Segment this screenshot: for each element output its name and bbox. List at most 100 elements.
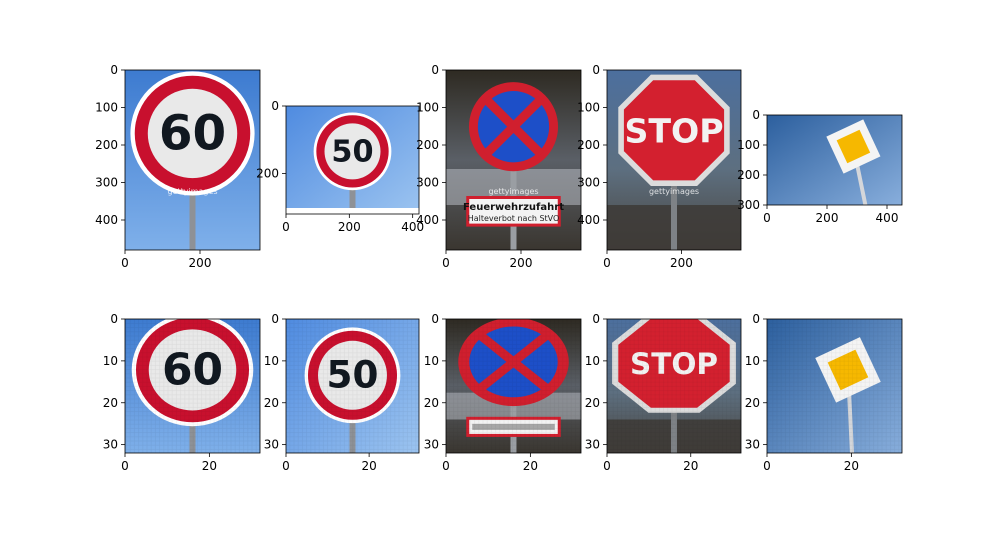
x-tick-label: 200 xyxy=(816,211,839,225)
y-tick-label: 0 xyxy=(431,63,439,77)
plate-line-2: Halteverbot nach StVO xyxy=(468,214,560,223)
sign-pole xyxy=(510,126,517,250)
y-tick-label: 0 xyxy=(271,312,279,326)
y-tick-label: 10 xyxy=(745,354,760,368)
y-tick-label: 400 xyxy=(416,213,439,227)
y-tick-label: 30 xyxy=(424,438,439,452)
image-panel: 50 0 20 0 10 20 30 xyxy=(264,312,420,473)
image-content: 50 xyxy=(286,319,419,453)
y-tick-label: 200 xyxy=(577,138,600,152)
y-tick-label: 400 xyxy=(95,213,118,227)
y-tick-label: 20 xyxy=(264,396,279,410)
y-tick-label: 0 xyxy=(110,312,118,326)
y-tick-label: 0 xyxy=(752,312,760,326)
image-content: 60 xyxy=(125,319,260,453)
image-content xyxy=(767,319,902,453)
image-panel: 60 gettyimages 0 200 0 100 200 300 400 xyxy=(95,63,261,270)
y-tick-label: 10 xyxy=(103,354,118,368)
sign-face xyxy=(147,88,238,179)
y-tick-label: 30 xyxy=(264,438,279,452)
y-tick-label: 200 xyxy=(416,138,439,152)
x-tick-label: 0 xyxy=(603,459,611,473)
y-tick-label: 100 xyxy=(737,138,760,152)
y-tick-label: 10 xyxy=(424,354,439,368)
axes-frame xyxy=(606,69,742,251)
x-tick-label: 200 xyxy=(670,256,693,270)
y-tick-label: 400 xyxy=(577,213,600,227)
axes-frame xyxy=(445,318,582,454)
y-tick-label: 100 xyxy=(95,101,118,115)
x-tick-label: 0 xyxy=(282,220,290,234)
axes-frame xyxy=(124,69,261,251)
pixel-grid xyxy=(446,319,581,453)
image-content: STOP gettyimages xyxy=(607,70,741,250)
y-tick-label: 0 xyxy=(752,108,760,122)
watermark-text: gettyimages xyxy=(488,187,538,196)
x-tick-label: 0 xyxy=(121,256,129,270)
sign-number: 60 xyxy=(159,106,226,162)
image-content xyxy=(767,115,902,205)
y-tick-label: 300 xyxy=(577,176,600,190)
axes-frame xyxy=(766,114,903,206)
x-tick-label: 0 xyxy=(763,211,771,225)
y-tick-label: 20 xyxy=(745,396,760,410)
y-tick-label: 300 xyxy=(737,198,760,212)
x-tick-label: 0 xyxy=(763,459,771,473)
y-tick-label: 100 xyxy=(577,101,600,115)
sign-cross-b xyxy=(482,95,545,158)
pixel-grid xyxy=(286,319,419,453)
image-content: 60 gettyimages xyxy=(125,70,260,250)
y-tick-label: 30 xyxy=(585,438,600,452)
image-content: STOP xyxy=(607,319,741,453)
y-tick-label: 0 xyxy=(431,312,439,326)
sign-body xyxy=(826,119,881,174)
y-tick-label: 0 xyxy=(592,312,600,326)
y-tick-label: 10 xyxy=(585,354,600,368)
axes-frame xyxy=(445,69,582,251)
y-tick-label: 30 xyxy=(103,438,118,452)
axes-frame xyxy=(606,318,742,454)
x-tick-label: 200 xyxy=(338,220,361,234)
x-tick-label: 20 xyxy=(844,459,859,473)
sign-word: STOP xyxy=(624,111,723,150)
sign-pole xyxy=(671,130,677,250)
image-panel: STOP gettyimages 0 200 0 100 200 300 400 xyxy=(577,63,742,270)
image-footer-strip xyxy=(286,208,419,214)
x-tick-label: 0 xyxy=(442,256,450,270)
x-tick-label: 0 xyxy=(121,459,129,473)
x-tick-label: 400 xyxy=(876,211,899,225)
axes-frame xyxy=(285,105,420,215)
x-tick-label: 400 xyxy=(401,220,424,234)
y-tick-label: 300 xyxy=(416,176,439,190)
x-tick-label: 20 xyxy=(202,459,217,473)
image-panel: STOP 0 20 0 10 20 30 xyxy=(585,312,742,473)
image-content xyxy=(446,319,581,453)
y-tick-label: 200 xyxy=(95,138,118,152)
y-tick-label: 20 xyxy=(103,396,118,410)
pixel-grid xyxy=(607,319,741,453)
y-tick-label: 0 xyxy=(110,63,118,77)
watermark-text: gettyimages xyxy=(649,187,699,196)
plate-face xyxy=(469,199,558,224)
sign-face xyxy=(324,123,381,180)
sign-number: 50 xyxy=(331,134,373,169)
pixel-grid xyxy=(125,319,260,453)
x-tick-label: 20 xyxy=(523,459,538,473)
y-tick-label: 200 xyxy=(737,168,760,182)
y-tick-label: 0 xyxy=(592,63,600,77)
image-panel: 60 0 20 0 10 20 30 xyxy=(103,312,261,473)
x-tick-label: 200 xyxy=(510,256,533,270)
axes-frame xyxy=(285,318,420,454)
x-tick-label: 200 xyxy=(189,256,212,270)
image-panel: 0 20 0 10 20 30 xyxy=(745,312,903,473)
watermark-text: gettyimages xyxy=(167,187,217,196)
axes-frame xyxy=(124,318,261,454)
image-content: 50 xyxy=(286,106,419,214)
image-panel: 50 0 200 400 0 200 xyxy=(256,99,424,234)
y-tick-label: 10 xyxy=(264,354,279,368)
x-tick-label: 0 xyxy=(442,459,450,473)
y-tick-label: 300 xyxy=(95,176,118,190)
